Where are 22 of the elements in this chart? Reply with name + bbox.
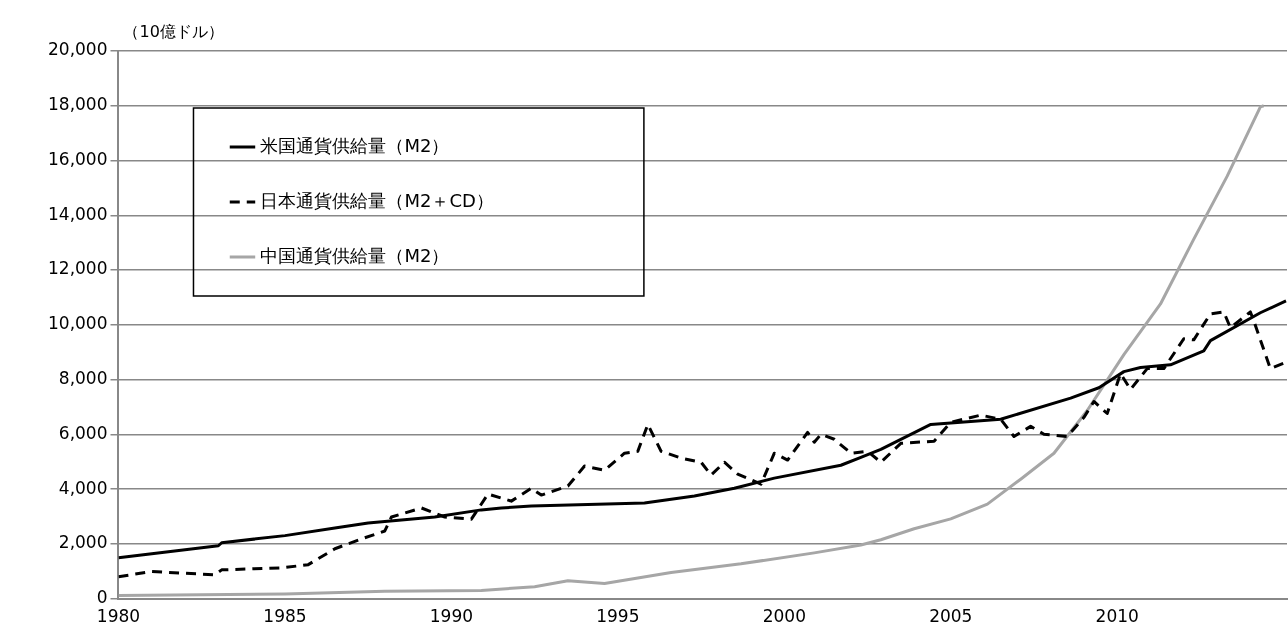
y-tick-label: 6,000 xyxy=(58,422,108,443)
legend-label: 中国通貨供給量（M2） xyxy=(260,244,450,266)
x-tick-label: 1990 xyxy=(429,606,474,627)
x-tick-label: 2000 xyxy=(762,606,806,627)
y-tick-label: 10,000 xyxy=(48,313,108,334)
y-tick-label: 8,000 xyxy=(58,367,108,388)
legend-label: 米国通貨供給量（M2） xyxy=(260,134,450,156)
x-tick-label: 1985 xyxy=(263,606,307,627)
y-tick-label: 16,000 xyxy=(48,148,108,169)
x-tick-label: 2010 xyxy=(1095,606,1139,627)
x-tick-label: 1995 xyxy=(596,606,640,627)
y-tick-label: 12,000 xyxy=(48,258,108,279)
y-tick-label: 20,000 xyxy=(48,39,108,60)
y-tick-label: 0 xyxy=(96,587,108,608)
x-tick-label: 2005 xyxy=(929,606,973,627)
y-axis-title: （10億ドル） xyxy=(123,22,224,42)
y-tick-label: 4,000 xyxy=(58,477,108,498)
legend-label: 日本通貨供給量（M2＋CD） xyxy=(260,189,494,211)
y-tick-label: 14,000 xyxy=(48,203,108,224)
x-tick-label: 1980 xyxy=(96,606,141,627)
y-tick-label: 18,000 xyxy=(48,94,108,115)
y-tick-label: 2,000 xyxy=(58,532,108,553)
